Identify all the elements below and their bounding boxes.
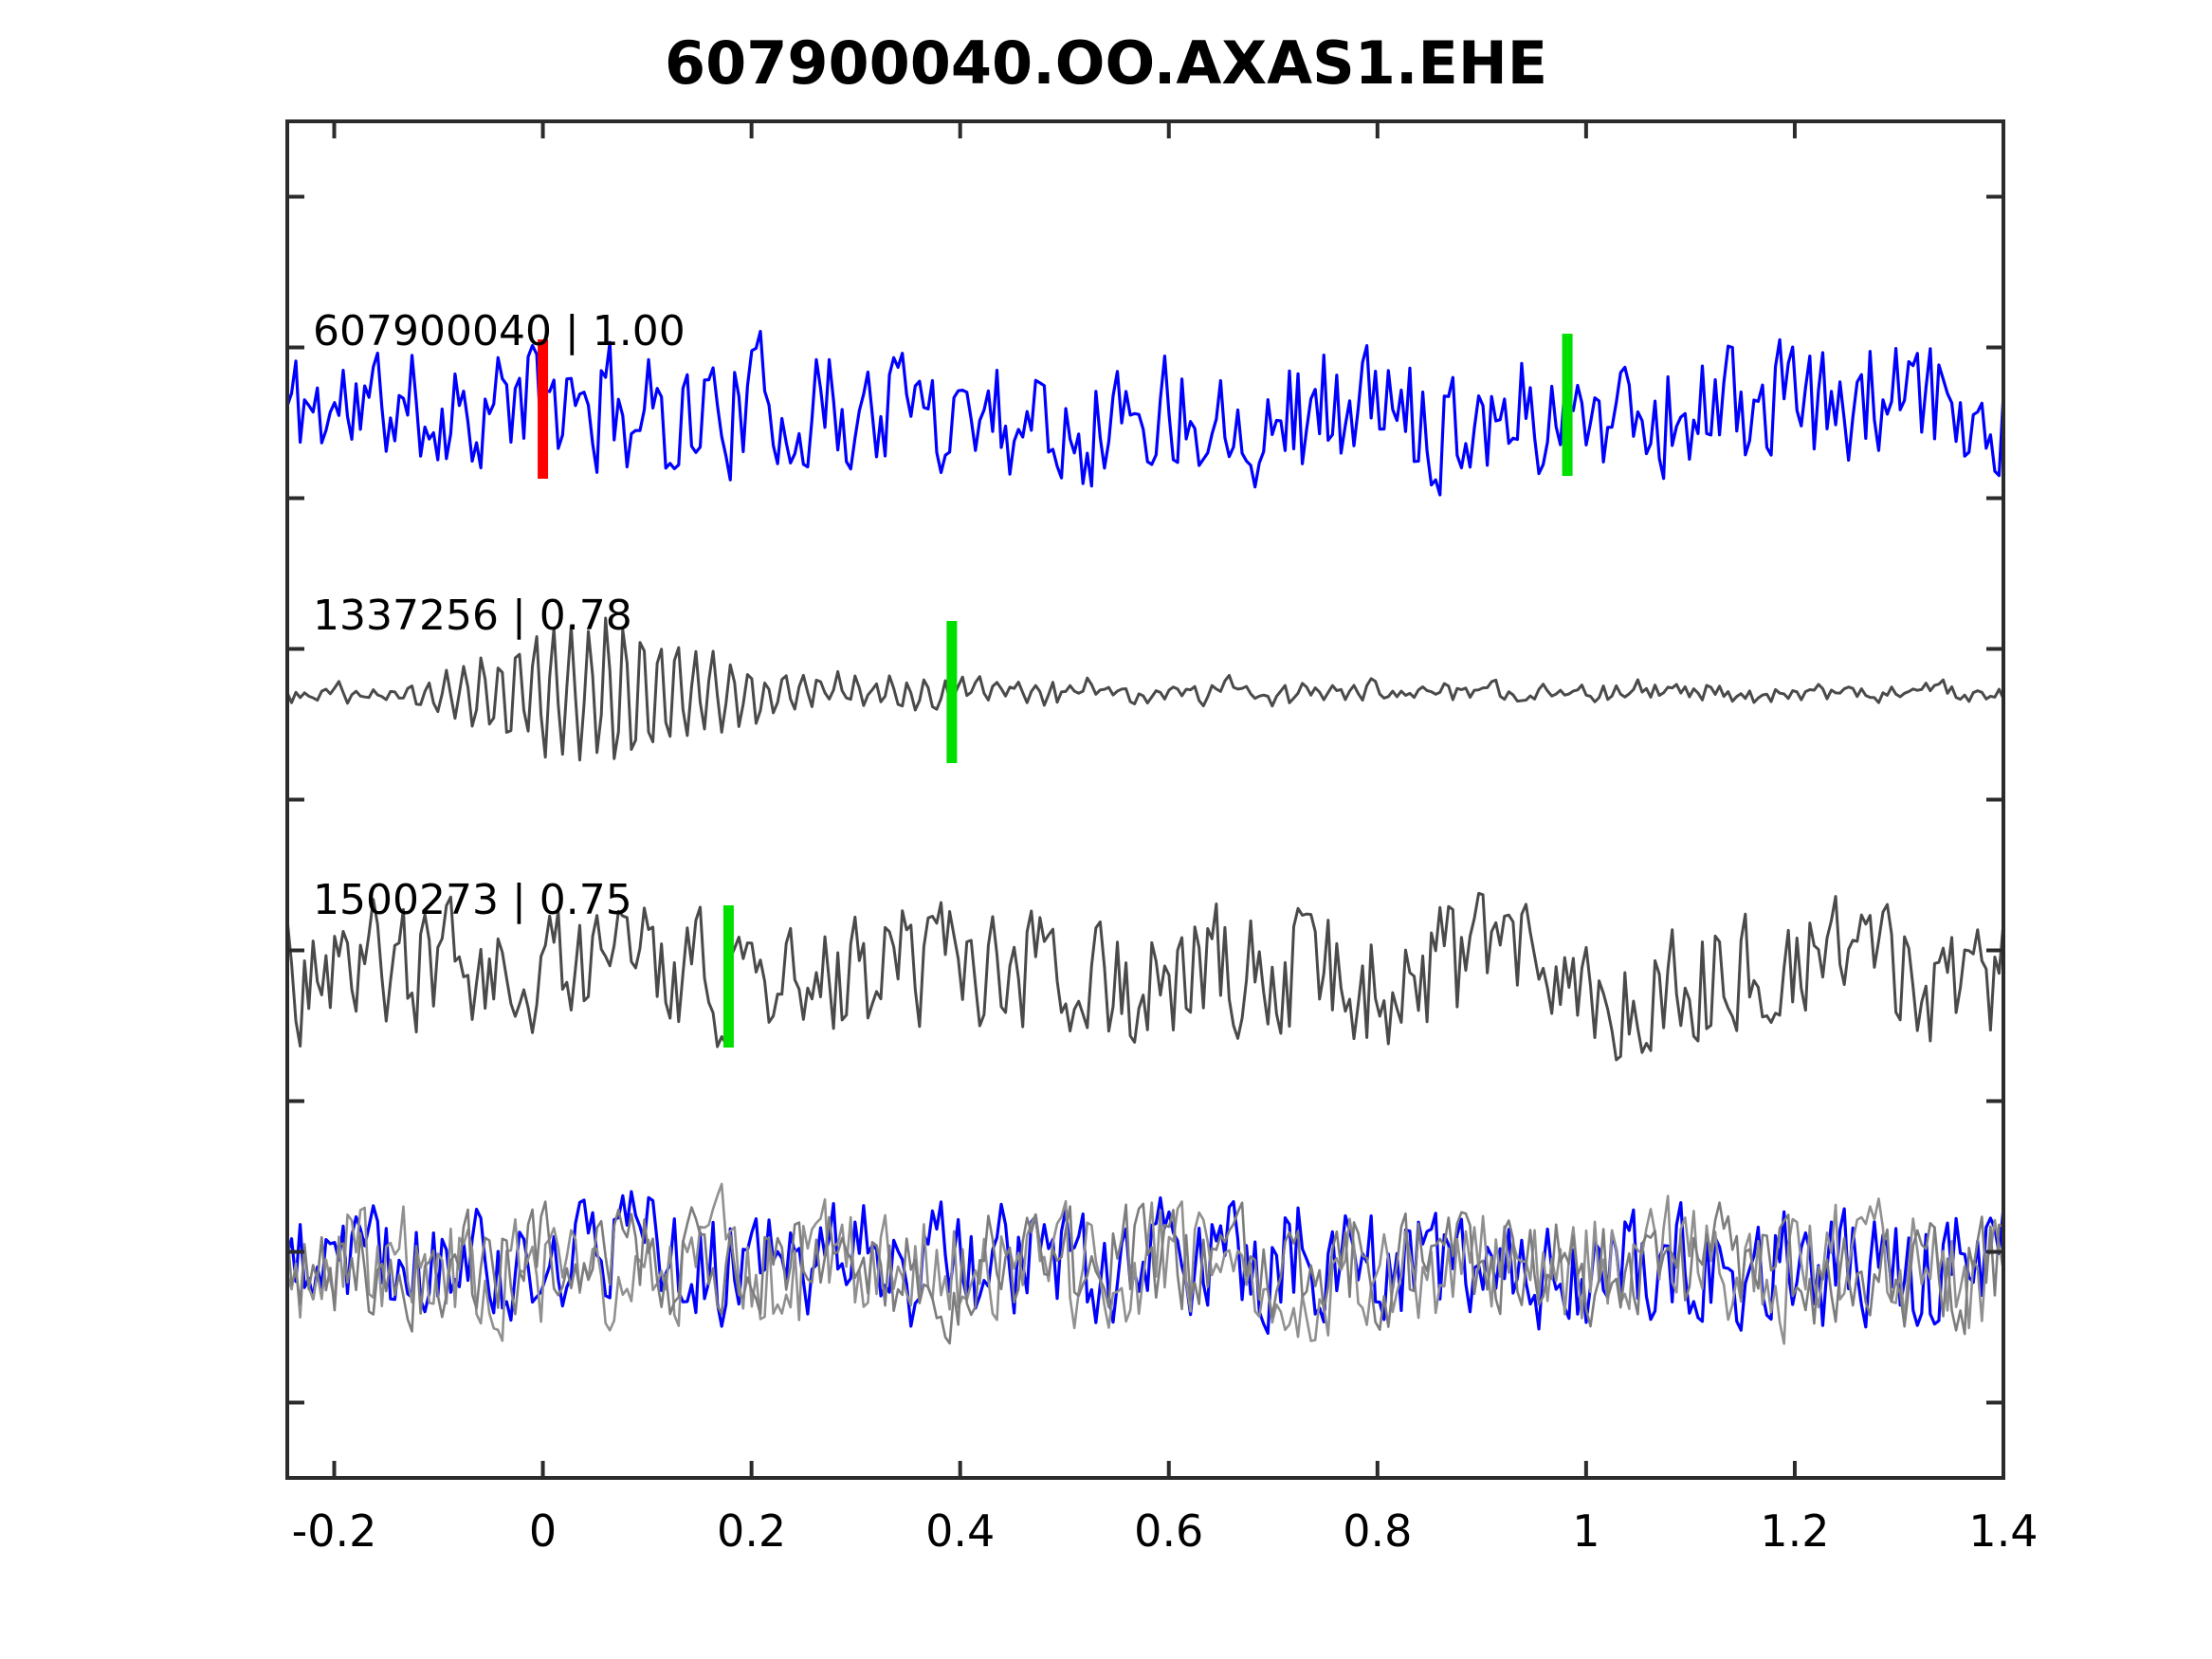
page-title: 607900040.OO.AXAS1.EHE bbox=[664, 28, 1548, 98]
axis-frame-layer bbox=[285, 119, 2005, 1480]
x-tick-label: -0.2 bbox=[292, 1505, 377, 1557]
pick-marker-pick-p-607900040[interactable] bbox=[538, 339, 549, 479]
waveform-trace-1500273 bbox=[285, 891, 2005, 1062]
x-tick-label: 1.4 bbox=[1968, 1505, 2038, 1557]
trace-label-1500273: 1500273 | 0.75 bbox=[313, 876, 632, 924]
overlay-trace-1337256 bbox=[285, 1182, 2005, 1345]
x-tick-label-layer: -0.2 0 0.2 0.4 0.6 0.8 1 1.2 1.4 bbox=[292, 1505, 2038, 1557]
pick-marker-pick-s-1337256[interactable] bbox=[946, 621, 958, 763]
trace-label-607900040: 607900040 | 1.00 bbox=[313, 307, 686, 356]
trace-label-1337256: 1337256 | 0.78 bbox=[313, 592, 632, 640]
x-tick-label: 0.6 bbox=[1134, 1505, 1203, 1557]
x-tick-label: 1.2 bbox=[1760, 1505, 1829, 1557]
x-tick-label: 0.8 bbox=[1343, 1505, 1412, 1557]
waveform-trace-607900040 bbox=[285, 329, 2005, 497]
x-tick-label: 0.2 bbox=[717, 1505, 786, 1557]
pick-marker-pick-s-607900040[interactable] bbox=[1562, 334, 1573, 476]
x-tick-label: 0.4 bbox=[925, 1505, 995, 1557]
trace-label-layer: 607900040 | 1.00 1337256 | 0.78 1500273 | … bbox=[313, 307, 686, 924]
waveform-trace-1337256 bbox=[285, 616, 2005, 762]
x-tick-label: 0 bbox=[529, 1505, 557, 1557]
waveform-layer bbox=[285, 329, 2005, 1345]
pick-marker-layer bbox=[538, 334, 1573, 1048]
pick-marker-pick-s-1500273[interactable] bbox=[722, 905, 734, 1048]
x-tick-label: 1 bbox=[1572, 1505, 1600, 1557]
overlay-trace-1500273 bbox=[285, 1200, 2005, 1345]
